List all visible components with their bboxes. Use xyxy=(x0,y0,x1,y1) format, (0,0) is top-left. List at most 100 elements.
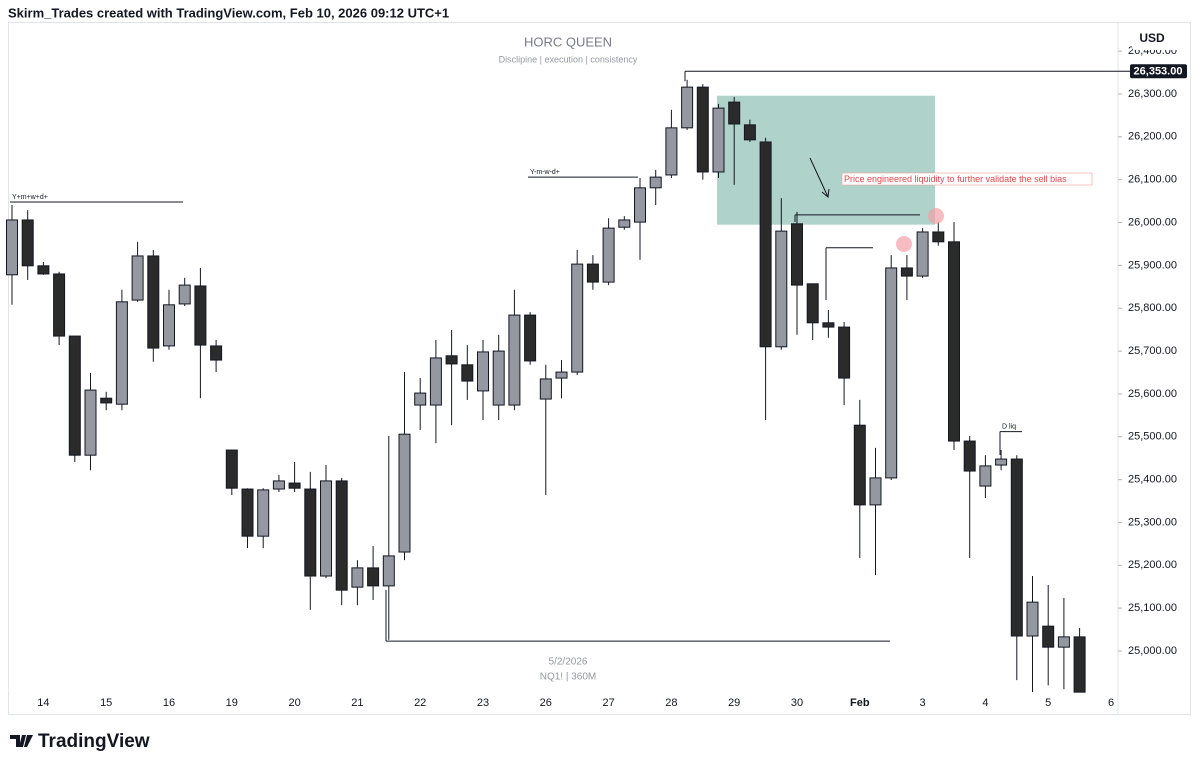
chart-subtitle: Disclipine | execution | consistency xyxy=(499,54,638,64)
candle-body xyxy=(429,357,442,406)
marker xyxy=(928,208,944,224)
y-tick-label: 25,500.00 xyxy=(1128,431,1177,443)
y-tick-label: 25,900.00 xyxy=(1128,259,1177,271)
y-tick-label: 25,000.00 xyxy=(1128,645,1177,657)
candle-body xyxy=(900,267,913,277)
candle-body xyxy=(1026,601,1039,637)
candle-body xyxy=(618,219,631,228)
candle-body xyxy=(382,555,395,587)
x-tick-label: 23 xyxy=(477,697,489,709)
x-tick-label: 6 xyxy=(1108,697,1114,709)
marker xyxy=(896,236,912,252)
candle-body xyxy=(524,314,537,362)
candle-body xyxy=(320,480,332,577)
logo: TradingView xyxy=(10,731,150,752)
candle-body xyxy=(272,480,285,490)
candle-body xyxy=(398,433,411,553)
frame xyxy=(8,22,1191,715)
candle-body xyxy=(853,424,866,506)
last-price-box xyxy=(1130,64,1187,79)
level-label: Y+m+w+d+ xyxy=(12,194,48,201)
candle-body xyxy=(728,101,741,125)
watermark: 5/2/2026 xyxy=(549,657,588,668)
currency-box xyxy=(1132,28,1188,50)
arrow xyxy=(809,157,829,198)
candle-body xyxy=(445,355,458,365)
candle-body xyxy=(712,107,725,173)
candle-body xyxy=(539,378,552,400)
zone-note-box xyxy=(841,172,1093,186)
candle-body xyxy=(351,567,364,588)
candle-body xyxy=(84,389,97,456)
x-tick-label: 20 xyxy=(288,697,300,709)
candle-body xyxy=(115,301,128,405)
candle-body xyxy=(257,489,270,537)
logo-text: TradingView xyxy=(38,731,150,752)
y-tick-label: 25,300.00 xyxy=(1128,516,1177,528)
candle-body xyxy=(806,283,819,324)
x-tick-label: 19 xyxy=(226,697,238,709)
candle-body xyxy=(555,371,568,379)
candle-body xyxy=(1042,625,1055,648)
candle-body xyxy=(241,488,254,537)
candle-body xyxy=(995,458,1008,466)
candle-body xyxy=(916,231,929,277)
candle-body xyxy=(681,86,694,129)
candle-body xyxy=(53,273,66,337)
y-tick-label: 25,100.00 xyxy=(1128,602,1177,614)
x-tick-label: 21 xyxy=(351,697,363,709)
candle-body xyxy=(178,284,191,305)
x-tick-label: 22 xyxy=(414,697,426,709)
y-tick-label: 25,700.00 xyxy=(1128,345,1177,357)
candle-body xyxy=(68,335,81,456)
x-tick-label: 5 xyxy=(1045,697,1051,709)
y-tick-label: 26,200.00 xyxy=(1128,131,1177,143)
candle-body xyxy=(869,477,882,506)
x-tick-label: Feb xyxy=(850,697,870,709)
candle-body xyxy=(131,255,144,301)
y-tick-label: 26,000.00 xyxy=(1128,216,1177,228)
candle-body xyxy=(21,219,34,267)
currency: USD xyxy=(1139,31,1165,45)
candle-body xyxy=(775,230,788,348)
candle-body xyxy=(288,482,301,489)
y-tick-label: 25,200.00 xyxy=(1128,559,1177,571)
x-tick-label: 15 xyxy=(100,697,112,709)
candle-body xyxy=(304,488,317,577)
candle-body xyxy=(210,345,223,361)
candle-body xyxy=(571,263,584,373)
candle-body xyxy=(885,267,898,479)
x-tick-label: 26 xyxy=(540,697,552,709)
candle-body xyxy=(225,449,238,489)
candle-body xyxy=(948,241,960,442)
candle-body xyxy=(602,227,615,283)
candle-body xyxy=(367,567,380,587)
candle-body xyxy=(1010,458,1023,637)
x-tick-label: 4 xyxy=(982,697,988,709)
x-tick-label: 27 xyxy=(602,697,614,709)
candle-body xyxy=(649,176,662,189)
candle-body xyxy=(508,314,521,406)
last-price-label: 26,353.00 xyxy=(1134,66,1183,78)
level-label: D liq xyxy=(1002,423,1016,430)
logo-mark xyxy=(10,735,33,747)
candle-body xyxy=(194,285,207,346)
x-tick-label: 30 xyxy=(791,697,803,709)
watermark: NQ1! | 360M xyxy=(540,672,597,683)
zone-note: Price engineered liquidity to further va… xyxy=(844,174,1067,184)
arrow-head xyxy=(821,188,830,198)
candle-body xyxy=(665,127,678,176)
candle-body xyxy=(1073,636,1086,693)
candle-body xyxy=(6,219,18,276)
candle-body xyxy=(822,322,835,328)
candle-body xyxy=(163,304,175,347)
y-tick-label: 25,400.00 xyxy=(1128,474,1177,486)
candle-body xyxy=(414,392,427,406)
candle-body xyxy=(477,351,489,392)
x-tick-label: 29 xyxy=(728,697,740,709)
candle-body xyxy=(335,480,348,591)
y-tick-label: 25,600.00 xyxy=(1128,388,1177,400)
